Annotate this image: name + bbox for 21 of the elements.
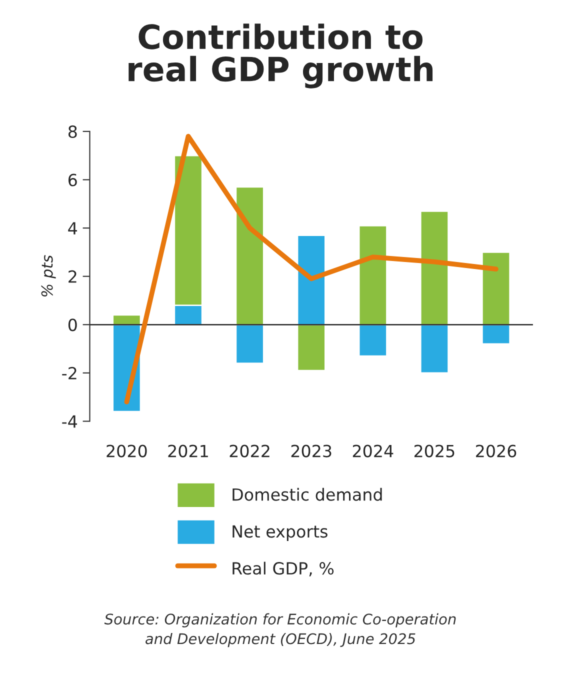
x-tick-label: 2026 <box>476 444 516 458</box>
legend-label: Domestic demand <box>232 488 382 501</box>
source-note: Source: Organization for Economic Co-operation and Development (OECD), June 2025 <box>104 613 456 648</box>
y-tick-label: 8 <box>68 125 77 138</box>
x-tick-label: 2021 <box>168 444 208 458</box>
y-tick-label: 4 <box>68 222 78 234</box>
x-tick-label: 2020 <box>106 444 147 458</box>
chart-title: Contribution to real GDP growth <box>128 24 433 88</box>
legend-label: Net exports <box>232 525 328 541</box>
x-tick-label: 2025 <box>414 444 454 458</box>
x-tick-label: 2022 <box>230 444 270 458</box>
legend-label: Real GDP, % <box>232 562 334 576</box>
y-tick-label: 6 <box>68 174 77 186</box>
y-tick-label: -2 <box>62 366 76 380</box>
line-series <box>124 134 498 404</box>
y-axis-title: % pts <box>41 255 56 296</box>
x-tick-label: 2023 <box>291 444 332 458</box>
x-tick-label: 2024 <box>352 444 394 458</box>
y-tick-label: 0 <box>68 318 77 332</box>
y-tick-label: -4 <box>62 415 78 428</box>
y-tick-label: 2 <box>68 270 76 283</box>
